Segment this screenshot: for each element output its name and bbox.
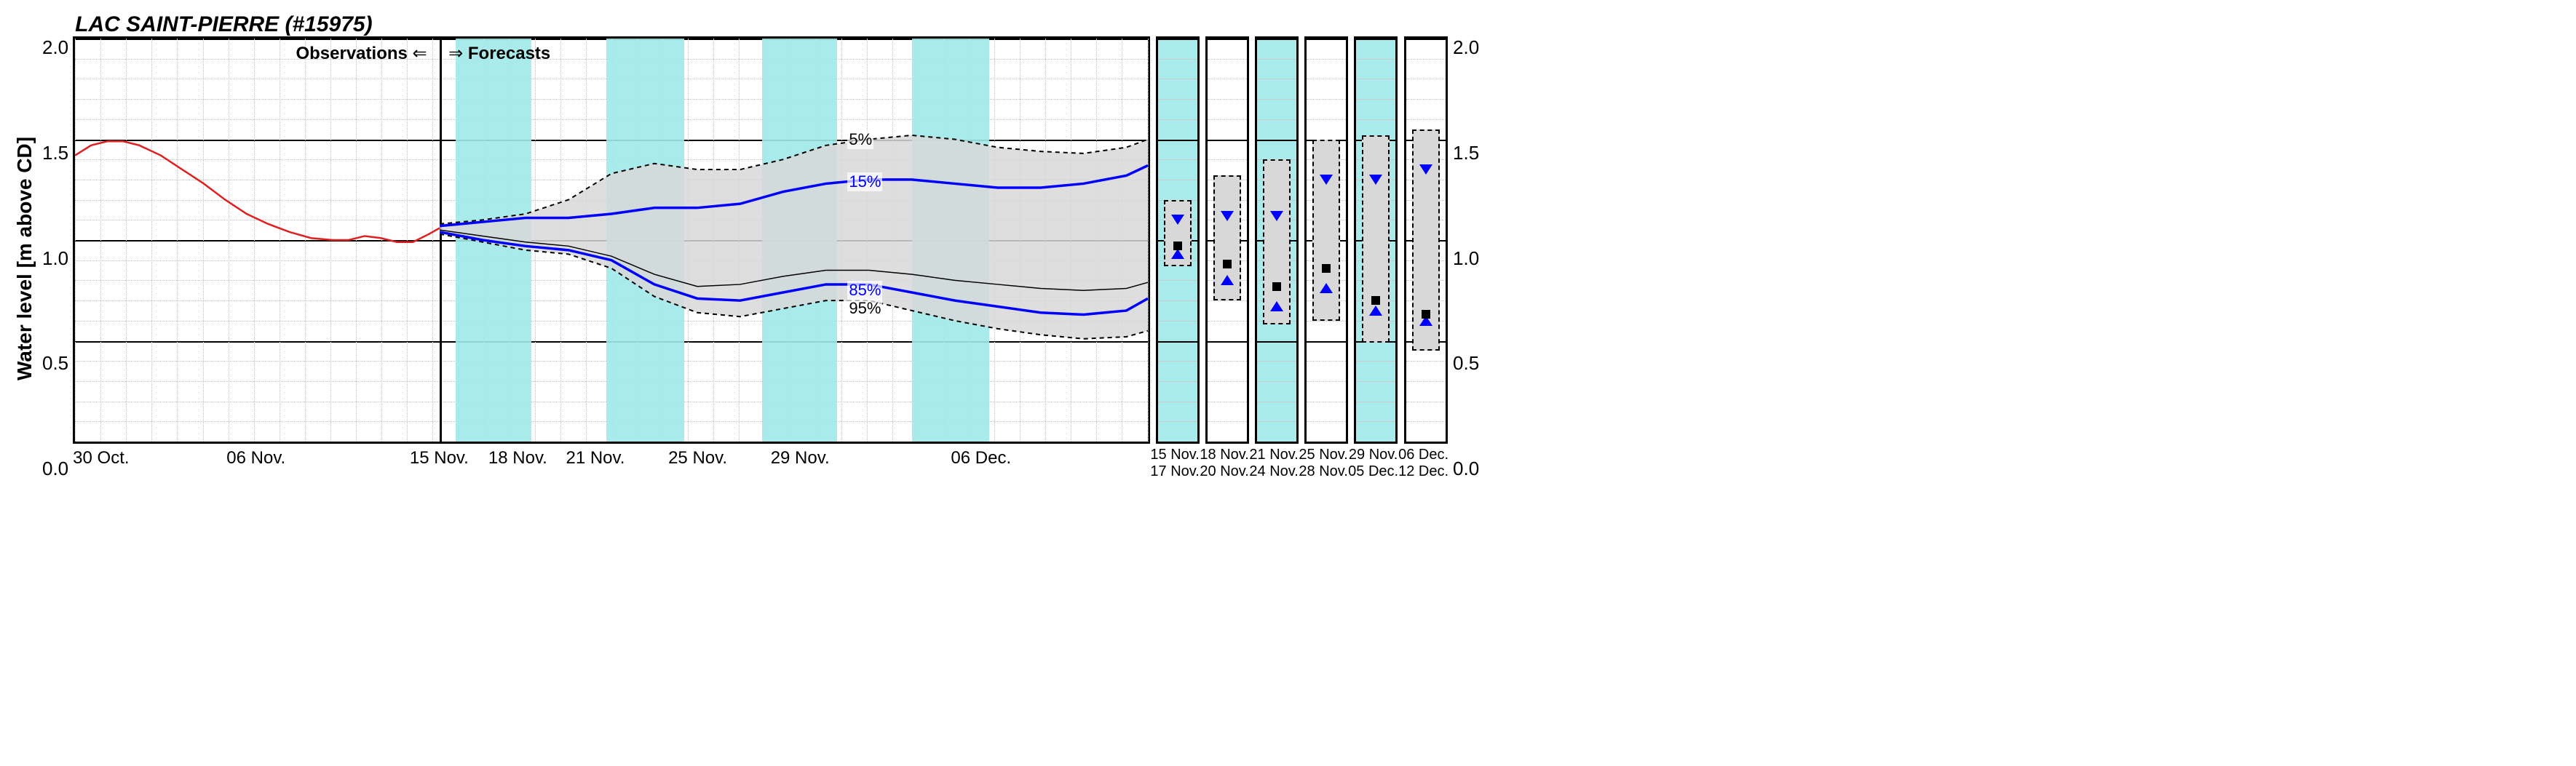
summary-panel <box>1354 36 1398 444</box>
main-chart-panel: LAC SAINT-PIERRE (#15975) Observations ⇐… <box>73 36 1150 444</box>
side-panel-date-start: 29 Nov. <box>1348 447 1398 463</box>
percentile-label: 15% <box>847 172 882 191</box>
summary-panel <box>1156 36 1200 444</box>
side-panel-date-end: 12 Dec. <box>1398 463 1448 480</box>
x-axis-labels: 30 Oct.06 Nov.15 Nov.18 Nov.21 Nov.25 No… <box>73 448 1150 470</box>
side-panel-date-start: 06 Dec. <box>1398 447 1448 463</box>
summary-panel <box>1304 36 1348 444</box>
side-panel-date-start: 21 Nov. <box>1249 447 1299 463</box>
side-panel-date-start: 25 Nov. <box>1299 447 1348 463</box>
side-panel-date-start: 15 Nov. <box>1150 447 1200 463</box>
y-ticks-left: 2.01.51.00.50.0 <box>42 36 73 480</box>
side-panel-date-end: 05 Dec. <box>1348 463 1398 480</box>
side-panel-date-end: 20 Nov. <box>1200 463 1249 480</box>
percentile-label: 95% <box>847 299 882 318</box>
percentile-label: 5% <box>847 130 873 149</box>
chart-root: Water level [m above CD] 2.01.51.00.50.0… <box>7 36 2569 480</box>
percentile-label: 85% <box>847 281 882 300</box>
chart-title: LAC SAINT-PIERRE (#15975) <box>75 12 372 37</box>
y-ticks-right: 2.01.51.00.50.0 <box>1448 36 1479 480</box>
side-panel-date-end: 24 Nov. <box>1249 463 1299 480</box>
summary-panel <box>1205 36 1249 444</box>
summary-panel <box>1255 36 1299 444</box>
side-panel-date-end: 17 Nov. <box>1150 463 1200 480</box>
y-axis-label: Water level [m above CD] <box>7 36 42 480</box>
side-panel-date-end: 28 Nov. <box>1299 463 1348 480</box>
summary-panel <box>1404 36 1448 444</box>
side-panels: 15 Nov.17 Nov.18 Nov.20 Nov.21 Nov.24 No… <box>1150 36 1448 480</box>
side-panel-date-start: 18 Nov. <box>1200 447 1249 463</box>
